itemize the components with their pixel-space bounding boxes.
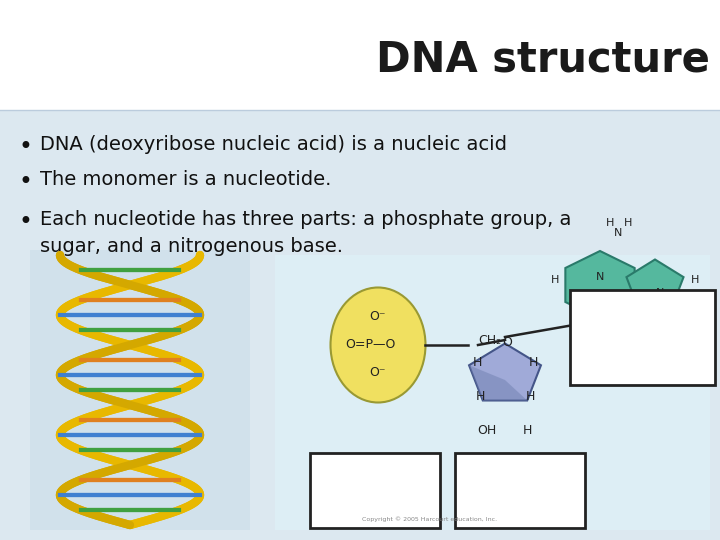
Text: H: H <box>624 218 632 228</box>
Text: N: N <box>578 298 586 308</box>
Text: H: H <box>475 390 485 403</box>
Bar <box>0 110 720 540</box>
Bar <box>0 0 720 110</box>
Text: H: H <box>606 218 614 228</box>
Text: CH₂: CH₂ <box>478 334 501 347</box>
Text: O: O <box>502 336 512 349</box>
Polygon shape <box>469 343 541 401</box>
Text: O⁻: O⁻ <box>370 310 386 323</box>
Text: N: N <box>614 228 622 238</box>
Polygon shape <box>565 251 634 319</box>
Text: H: H <box>528 356 538 369</box>
Text: N: N <box>669 300 678 310</box>
Text: H: H <box>472 356 482 369</box>
Polygon shape <box>626 260 683 306</box>
Text: N: N <box>656 288 664 298</box>
Text: Copyright © 2005 Harcourt education, Inc.: Copyright © 2005 Harcourt education, Inc… <box>362 516 498 522</box>
Bar <box>275 255 710 530</box>
Bar <box>270 255 715 535</box>
Text: H: H <box>551 275 559 285</box>
Bar <box>455 453 585 528</box>
Text: DNA structure: DNA structure <box>376 39 710 81</box>
Bar <box>310 453 440 528</box>
Text: O⁻: O⁻ <box>370 367 386 380</box>
Text: •: • <box>18 210 32 234</box>
Text: DNA (deoxyribose nucleic acid) is a nucleic acid: DNA (deoxyribose nucleic acid) is a nucl… <box>40 135 507 154</box>
Text: H: H <box>690 275 699 285</box>
Text: OH: OH <box>477 423 497 436</box>
Bar <box>570 290 715 385</box>
Text: N: N <box>596 272 604 282</box>
Text: The monomer is a nucleotide.: The monomer is a nucleotide. <box>40 170 331 189</box>
Text: •: • <box>18 170 32 194</box>
Polygon shape <box>469 365 527 401</box>
Text: H: H <box>522 423 531 436</box>
Polygon shape <box>30 250 250 530</box>
Text: O=P—O: O=P—O <box>345 339 395 352</box>
Text: H: H <box>526 390 535 403</box>
Text: •: • <box>18 135 32 159</box>
Text: Each nucleotide has three parts: a phosphate group, a
sugar, and a nitrogenous b: Each nucleotide has three parts: a phosp… <box>40 210 572 255</box>
Ellipse shape <box>330 287 426 402</box>
